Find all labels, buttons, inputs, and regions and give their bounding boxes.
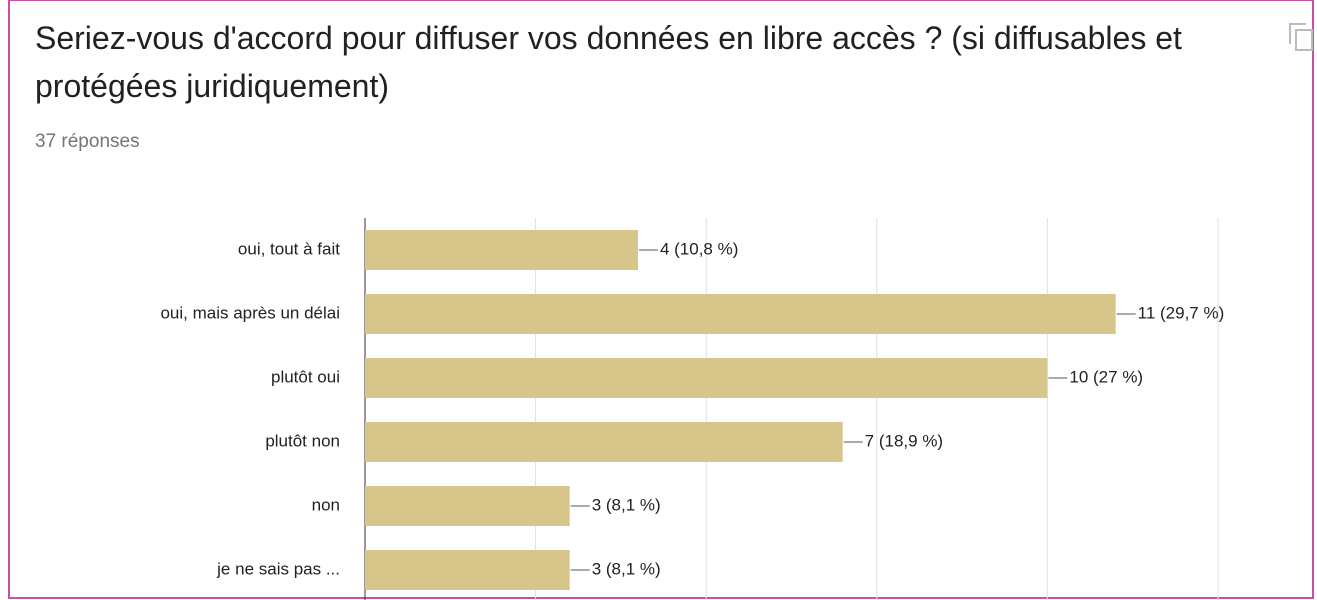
bar	[365, 294, 1116, 334]
chart-title: Seriez-vous d'accord pour diffuser vos d…	[35, 20, 1182, 104]
value-label: 4 (10,8 %)	[660, 239, 738, 258]
y-tick-label: plutôt non	[265, 431, 340, 450]
value-label: 11 (29,7 %)	[1138, 303, 1225, 322]
y-tick-label: je ne sais pas ...	[216, 559, 340, 578]
y-tick-label: oui, tout à fait	[238, 239, 340, 258]
card-border	[8, 0, 1314, 599]
bar	[365, 550, 570, 590]
y-tick-label: plutôt oui	[271, 367, 340, 386]
value-label: 10 (27 %)	[1069, 367, 1143, 386]
bar	[365, 486, 570, 526]
value-label: 7 (18,9 %)	[865, 431, 943, 450]
bar	[365, 358, 1048, 398]
y-tick-label: non	[312, 495, 340, 514]
bar	[365, 230, 638, 270]
copy-icon[interactable]	[1289, 23, 1313, 51]
value-label: 3 (8,1 %)	[592, 495, 661, 514]
chart-subtitle: 37 réponses	[35, 131, 140, 152]
value-label: 3 (8,1 %)	[592, 559, 661, 578]
y-tick-label: oui, mais après un délai	[160, 303, 340, 322]
bar	[365, 422, 843, 462]
